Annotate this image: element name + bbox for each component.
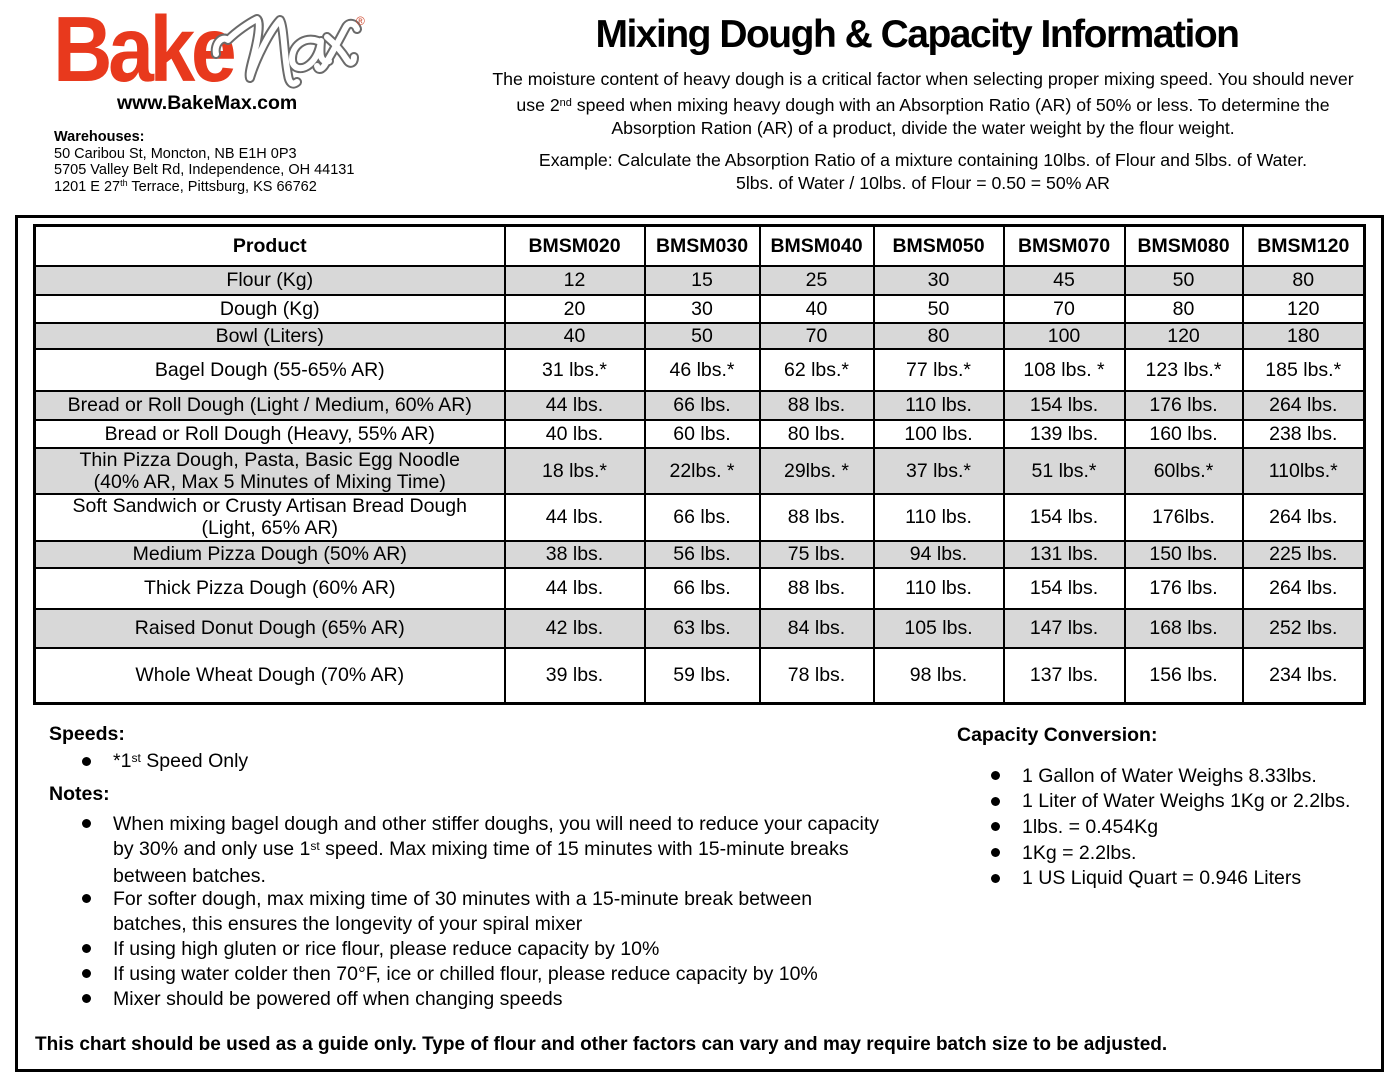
svg-text:®: ® xyxy=(356,14,365,28)
